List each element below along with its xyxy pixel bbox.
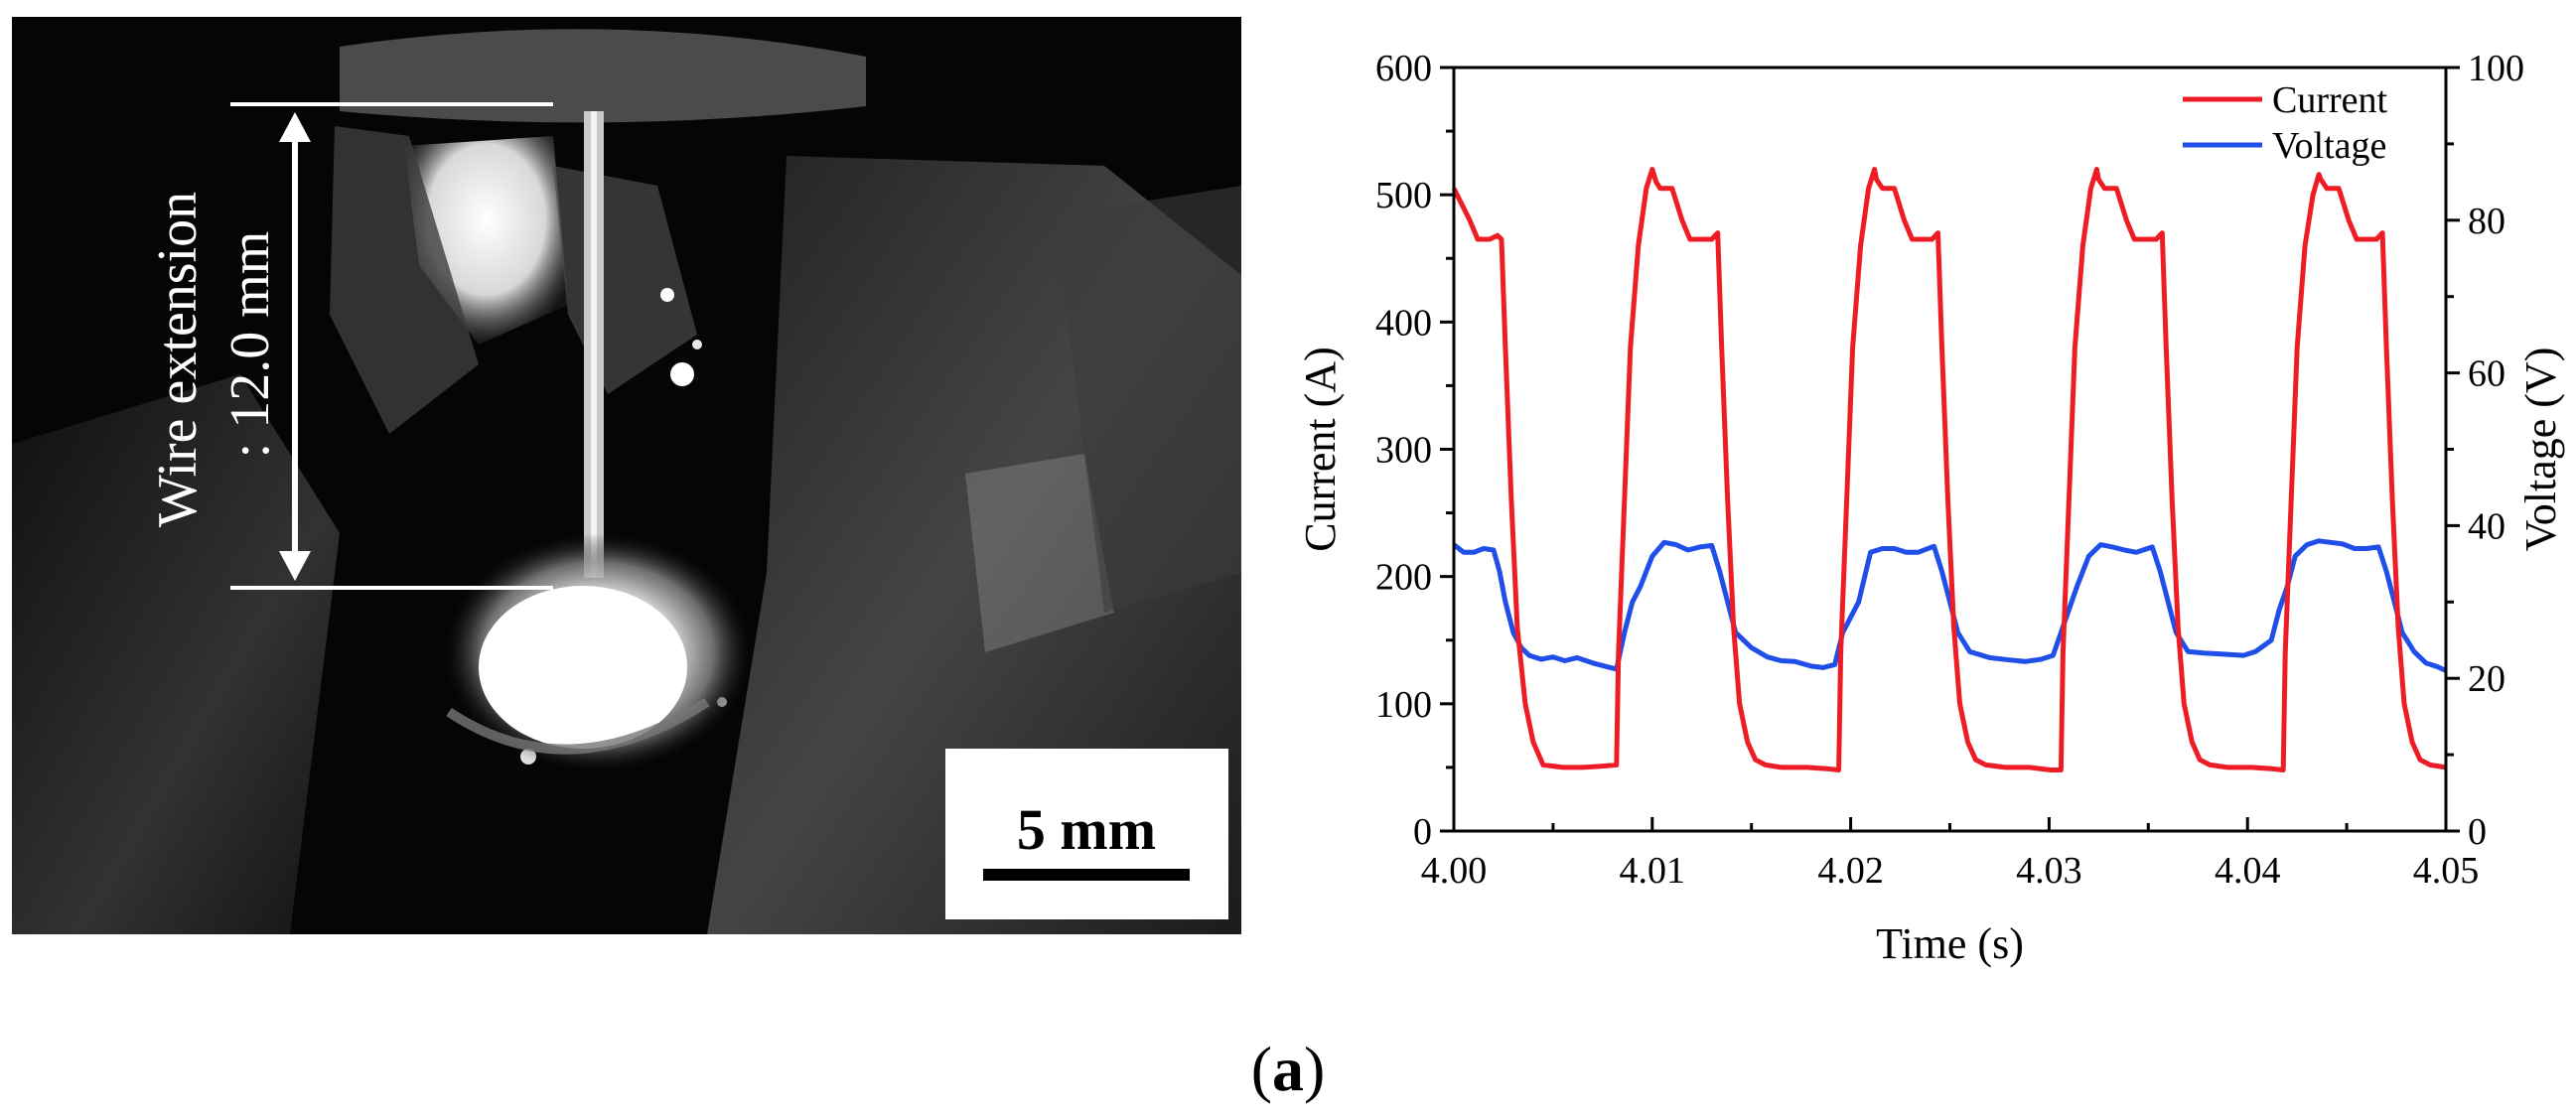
legend: Current Voltage (2183, 79, 2388, 167)
x-tick-label: 4.05 (2413, 850, 2480, 892)
y-right-tick-label: 20 (2468, 658, 2505, 700)
wire-extension-label: Wire extension (147, 192, 209, 527)
legend-current-label: Current (2272, 79, 2388, 121)
x-tick-label: 4.04 (2215, 850, 2281, 892)
y-right-tick-label: 40 (2468, 505, 2505, 547)
wire-extension-value: : 12.0 mm (219, 231, 281, 459)
x-tick-label: 4.01 (1620, 850, 1686, 892)
y-left-axis-title: Current (A) (1296, 347, 1345, 552)
series-line-current (1451, 167, 2447, 772)
y-left-tick-label: 100 (1375, 684, 1432, 726)
scale-bar: 5 mm (945, 749, 1228, 919)
plot-frame (1452, 66, 2448, 833)
y-left-tick-label: 300 (1375, 430, 1432, 472)
y-right-axis-title: Voltage (V) (2516, 348, 2565, 552)
legend-voltage-label: Voltage (2272, 125, 2386, 167)
y-right-tick-label: 80 (2468, 201, 2505, 242)
x-axis-title: Time (s) (1876, 919, 2024, 968)
y-right-tick-label: 100 (2468, 48, 2524, 89)
current-voltage-chart: 4.00 4.01 4.02 4.03 4.04 4.05 0 100 200 300 400 500… (1271, 0, 2576, 1003)
caption-letter: a (1272, 1034, 1304, 1104)
caption-open-paren: ( (1250, 1034, 1272, 1104)
y-right-tick-label: 0 (2468, 811, 2487, 853)
caption-close-paren: ) (1304, 1034, 1326, 1104)
x-tick-label: 4.00 (1421, 850, 1488, 892)
y-left-tick-label: 600 (1375, 48, 1432, 89)
y-left-tick-label: 400 (1375, 302, 1432, 344)
y-left-tick-label: 500 (1375, 175, 1432, 216)
scale-bar-label: 5 mm (1017, 797, 1156, 862)
y-left-tick-label: 0 (1413, 811, 1432, 853)
double-arrow-icon (279, 112, 311, 581)
x-tick-label: 4.02 (1817, 850, 1884, 892)
welding-photo: Wire extension : 12.0 mm 5 mm (12, 17, 1241, 934)
chart-canvas: 4.00 4.01 4.02 4.03 4.04 4.050100200300400500… (1296, 48, 2565, 968)
y-right-tick-label: 60 (2468, 353, 2505, 395)
welding-photo-image: Wire extension : 12.0 mm 5 mm (12, 17, 1241, 934)
figure-caption: (a) (0, 1033, 2576, 1106)
x-tick-label: 4.03 (2016, 850, 2081, 892)
y-left-tick-label: 200 (1375, 557, 1432, 599)
